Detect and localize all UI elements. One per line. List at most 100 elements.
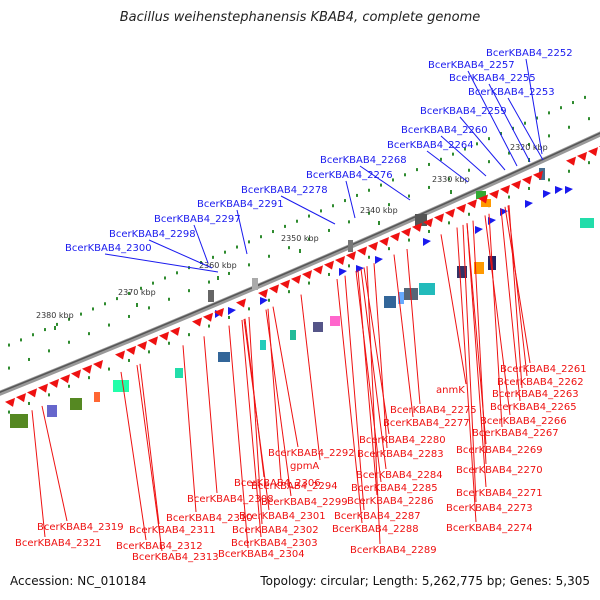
reverse-ruler-dot [88,376,90,379]
reverse-gene-arrow [346,251,356,260]
reverse-gene-arrow [445,209,455,218]
reverse-gene-label: BcerKBAB4_2284 [356,470,443,481]
reverse-gene-label: BcerKBAB4_2269 [456,445,543,456]
outer-ruler-dot [296,220,298,223]
forward-gene-label: BcerKBAB4_2268 [320,155,407,166]
forward-ruler-dot [28,358,30,361]
reverse-gene-label: BcerKBAB4_2288 [332,524,419,535]
forward-gene-arrow [423,238,431,246]
reverse-feature-box [313,322,323,332]
outer-ruler-dot [368,189,370,192]
reverse-ruler-dot [448,221,450,224]
outer-ruler-dot [212,256,214,259]
reverse-gene-arrow [511,180,521,189]
reverse-leader-line [204,336,217,493]
reverse-ruler-dot [308,282,310,285]
outer-ruler-dot [404,173,406,176]
outer-ruler-dot [224,251,226,254]
reverse-ruler-dot [148,350,150,353]
forward-gene-label: BcerKBAB4_2264 [387,140,474,151]
reverse-ruler-dot [48,393,50,396]
reverse-ruler-dot [168,342,170,345]
reverse-gene-arrow [456,204,466,213]
forward-leader-line [194,225,208,263]
reverse-gene-arrow [467,199,477,208]
reverse-gene-arrow [588,147,598,156]
forward-ruler-dot [188,289,190,292]
forward-leader-line [149,240,212,268]
reverse-gene-label: BcerKBAB4_2274 [446,523,533,534]
forward-ruler-dot [428,186,430,189]
forward-ruler-dot [128,315,130,318]
reverse-gene-arrow [38,384,48,393]
forward-gene-label: BcerKBAB4_2291 [197,199,284,210]
reverse-ruler-dot [328,273,330,276]
forward-ruler-dot [328,229,330,232]
kbp-tick-label: 2350 kbp [281,234,319,243]
reverse-gene-arrow [489,190,499,199]
forward-gene-arrow [543,190,551,198]
forward-gene-label: BcerKBAB4_2253 [468,87,555,98]
outer-ruler-dot [548,111,550,114]
reverse-feature-box [290,330,296,340]
reverse-gene-arrow [566,157,576,166]
reverse-leader-line [137,365,162,551]
reverse-gene-label: BcerKBAB4_2277 [383,418,470,429]
reverse-leader-line [140,364,159,524]
outer-ruler-dot [176,271,178,274]
forward-ruler-dot [228,272,230,275]
reverse-gene-arrow [500,185,510,194]
outer-ruler-dot [32,333,34,336]
forward-ruler-dot [108,324,110,327]
outer-ruler-dot [284,225,286,228]
reverse-ruler-dot [268,299,270,302]
outer-ruler-dot [416,168,418,171]
forward-gene-arrow [356,265,364,273]
reverse-feature-box [94,392,100,402]
reverse-gene-arrow [302,270,312,279]
reverse-ruler-dot [28,402,30,405]
reverse-gene-arrow [313,265,323,274]
forward-gene-arrow [565,186,573,194]
forward-ruler-dot [408,195,410,198]
forward-ruler-dot [148,306,150,309]
reverse-leader-line [121,372,146,540]
reverse-gene-label: BcerKBAB4_2262 [497,377,584,388]
reverse-feature-box [330,316,340,326]
forward-feature-box [348,240,353,252]
forward-gene-arrow [375,256,383,264]
reverse-gene-arrow [258,289,268,298]
reverse-ruler-dot [368,256,370,259]
outer-ruler-dot [272,230,274,233]
reverse-gene-arrow [49,379,59,388]
reverse-gene-label: BcerKBAB4_2294 [251,481,338,492]
reverse-gene-arrow [192,317,202,326]
forward-ruler-dot [8,367,10,370]
reverse-ruler-dot [288,290,290,293]
reverse-gene-arrow [126,346,136,355]
reverse-feature-box [384,296,396,308]
outer-ruler-dot [104,302,106,305]
reverse-gene-arrow [159,332,169,341]
reverse-gene-label: BcerKBAB4_2321 [15,538,102,549]
reverse-ruler-dot [248,307,250,310]
reverse-gene-label: BcerKBAB4_2299 [261,497,348,508]
forward-ruler-dot [488,160,490,163]
reverse-gene-arrow [379,237,389,246]
reverse-gene-arrow [368,242,378,251]
reverse-ruler-dot [468,213,470,216]
reverse-feature-box [419,283,435,295]
outer-ruler-dot [236,246,238,249]
reverse-gene-label: BcerKBAB4_2319 [37,522,124,533]
forward-gene-label: BcerKBAB4_2298 [109,229,196,240]
kbp-tick-label: 2380 kbp [36,311,74,320]
reverse-ruler-dot [348,264,350,267]
reverse-gene-label: BcerKBAB4_2263 [492,389,579,400]
reverse-gene-label: BcerKBAB4_2287 [334,511,421,522]
reverse-gene-label: BcerKBAB4_2283 [357,449,444,460]
kbp-tick-label: 2320 kbp [510,143,548,152]
outer-ruler-dot [476,142,478,145]
forward-ruler-dot [548,134,550,137]
reverse-gene-label: BcerKBAB4_2313 [132,552,219,563]
